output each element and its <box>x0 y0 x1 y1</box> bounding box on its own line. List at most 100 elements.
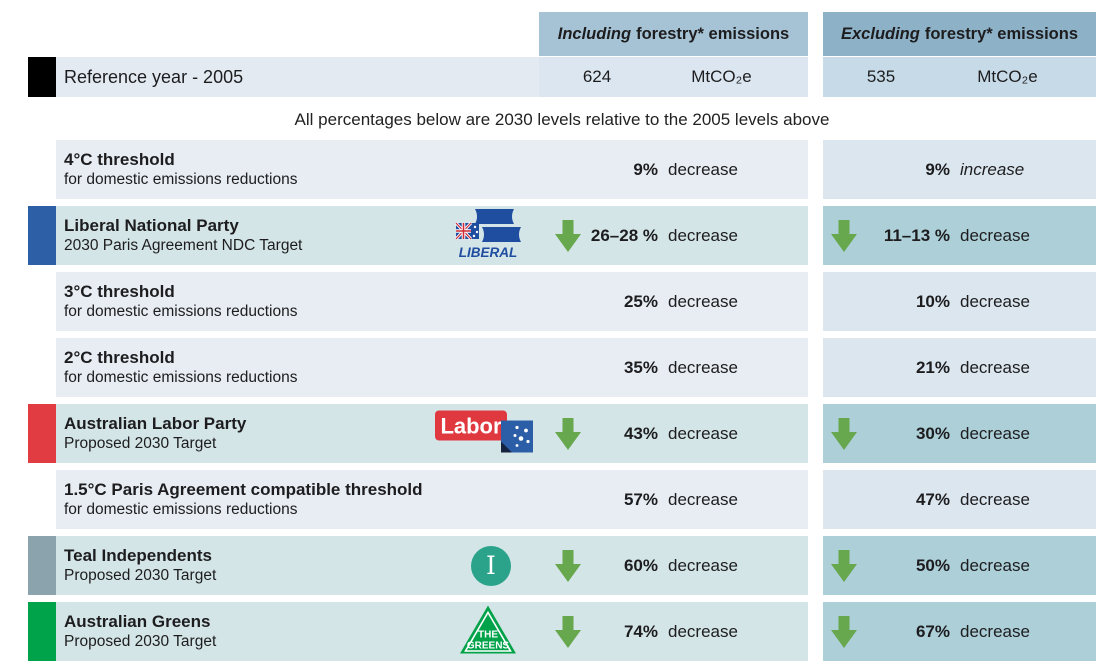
decrease-arrow-icon <box>555 615 581 648</box>
row-title: Teal Independents <box>64 546 212 565</box>
including-value: 74% <box>623 621 658 641</box>
row-australian-greens: Australian Greens Proposed 2030 Target T… <box>28 602 1096 661</box>
excluding-cell: 10% decrease <box>823 272 1096 331</box>
row-logo-slot: THE GREENS <box>459 604 525 659</box>
row-title: Australian Greens <box>64 612 211 631</box>
row-marker <box>28 470 56 529</box>
row-marker <box>28 536 56 595</box>
including-cell: 43% decrease <box>539 404 808 463</box>
excluding-unit: decrease <box>960 621 1030 641</box>
excluding-cell: 50% decrease <box>823 536 1096 595</box>
column-gap <box>808 57 823 97</box>
row-logo-slot: Labor <box>435 408 533 459</box>
table-header: Including forestry* emissions Excluding … <box>28 12 1096 56</box>
reference-including-value: 624 <box>582 67 612 86</box>
row-left-section: Australian Labor Party Proposed 2030 Tar… <box>56 404 808 463</box>
reference-year-row: Reference year - 2005 624 MtCO₂e 535 MtC… <box>28 57 1096 97</box>
row-left-section: 3°C threshold for domestic emissions red… <box>56 272 808 331</box>
excluding-value: 11–13 % <box>883 225 950 245</box>
excluding-value: 30% <box>915 423 950 443</box>
row-subtitle: 2030 Paris Agreement NDC Target <box>64 237 303 254</box>
excluding-cell: 47% decrease <box>823 470 1096 529</box>
including-unit: decrease <box>668 423 738 443</box>
including-unit: decrease <box>668 291 738 311</box>
row-title: 3°C threshold <box>64 282 175 301</box>
excluding-header-emphasis: Excluding <box>841 24 920 43</box>
excluding-unit: decrease <box>960 225 1030 245</box>
row-subtitle: for domestic emissions reductions <box>64 171 298 188</box>
column-gap <box>808 140 823 199</box>
row-logo-slot: I <box>471 545 525 586</box>
reference-including-cell: 624 MtCO₂e <box>539 57 808 97</box>
including-forestry-header: Including forestry* emissions <box>539 12 808 56</box>
header-spacer <box>28 12 539 56</box>
column-gap <box>808 536 823 595</box>
percentages-note: All percentages below are 2030 levels re… <box>294 110 830 129</box>
reference-year-label: Reference year - 2005 <box>56 57 539 97</box>
row-marker <box>28 140 56 199</box>
rows-container: 4°C threshold for domestic emissions red… <box>28 140 1096 661</box>
decrease-arrow-icon <box>555 219 581 252</box>
column-gap <box>808 602 823 661</box>
greens-party-logo-icon: THE GREENS <box>459 604 517 659</box>
excluding-cell: 21% decrease <box>823 338 1096 397</box>
decrease-arrow-icon <box>831 549 857 582</box>
column-gap <box>808 470 823 529</box>
excluding-cell: 11–13 % decrease <box>823 206 1096 265</box>
row-title: 4°C threshold <box>64 150 175 169</box>
column-gap <box>808 12 823 56</box>
decrease-arrow-icon <box>831 219 857 252</box>
excluding-value: 21% <box>915 357 950 377</box>
including-unit: decrease <box>668 357 738 377</box>
liberal-party-logo-icon: LIBERAL <box>454 207 521 265</box>
including-header-rest: forestry* emissions <box>636 24 790 43</box>
reference-excluding-value: 535 <box>866 67 896 86</box>
row-title: 2°C threshold <box>64 348 175 367</box>
including-cell: 9% decrease <box>539 140 808 199</box>
row-left-section: Liberal National Party 2030 Paris Agreem… <box>56 206 808 265</box>
row-marker <box>28 404 56 463</box>
excluding-unit: decrease <box>960 357 1030 377</box>
row-title: Liberal National Party <box>64 216 239 235</box>
row-labels: 1.5°C Paris Agreement compatible thresho… <box>56 470 539 529</box>
including-value: 60% <box>623 555 658 575</box>
reference-year-marker <box>28 57 56 97</box>
including-value: 43% <box>623 423 658 443</box>
row-threshold-3c: 3°C threshold for domestic emissions red… <box>28 272 1096 331</box>
row-labels: Teal Independents Proposed 2030 Target I <box>56 536 539 595</box>
row-subtitle: Proposed 2030 Target <box>64 567 217 584</box>
labor-party-logo-icon: Labor <box>435 408 535 459</box>
row-left-section: 2°C threshold for domestic emissions red… <box>56 338 808 397</box>
row-labels: 2°C threshold for domestic emissions red… <box>56 338 539 397</box>
decrease-arrow-icon <box>555 549 581 582</box>
including-unit: decrease <box>668 489 738 509</box>
column-gap <box>808 206 823 265</box>
including-value: 9% <box>633 159 658 179</box>
row-logo-slot: LIBERAL <box>454 207 525 265</box>
including-cell: 26–28 % decrease <box>539 206 808 265</box>
row-marker <box>28 206 56 265</box>
excluding-header-rest: forestry* emissions <box>924 24 1078 43</box>
reference-excluding-unit: MtCO₂e <box>977 67 1038 86</box>
excluding-unit: decrease <box>960 555 1030 575</box>
emissions-targets-table: Including forestry* emissions Excluding … <box>28 0 1096 661</box>
decrease-arrow-icon <box>831 417 857 450</box>
row-threshold-1-5c: 1.5°C Paris Agreement compatible thresho… <box>28 470 1096 529</box>
row-marker <box>28 602 56 661</box>
row-subtitle: Proposed 2030 Target <box>64 633 217 650</box>
excluding-unit: increase <box>960 159 1025 179</box>
excluding-cell: 67% decrease <box>823 602 1096 661</box>
including-value: 25% <box>623 291 658 311</box>
including-unit: decrease <box>668 555 738 575</box>
row-australian-labor-party: Australian Labor Party Proposed 2030 Tar… <box>28 404 1096 463</box>
row-left-section: Australian Greens Proposed 2030 Target T… <box>56 602 808 661</box>
row-title: 1.5°C Paris Agreement compatible thresho… <box>64 480 423 499</box>
including-cell: 60% decrease <box>539 536 808 595</box>
including-cell: 35% decrease <box>539 338 808 397</box>
excluding-unit: decrease <box>960 489 1030 509</box>
row-left-section: 1.5°C Paris Agreement compatible thresho… <box>56 470 808 529</box>
row-subtitle: Proposed 2030 Target <box>64 435 217 452</box>
column-gap <box>808 404 823 463</box>
row-subtitle: for domestic emissions reductions <box>64 303 298 320</box>
row-labels: Australian Labor Party Proposed 2030 Tar… <box>56 404 539 463</box>
